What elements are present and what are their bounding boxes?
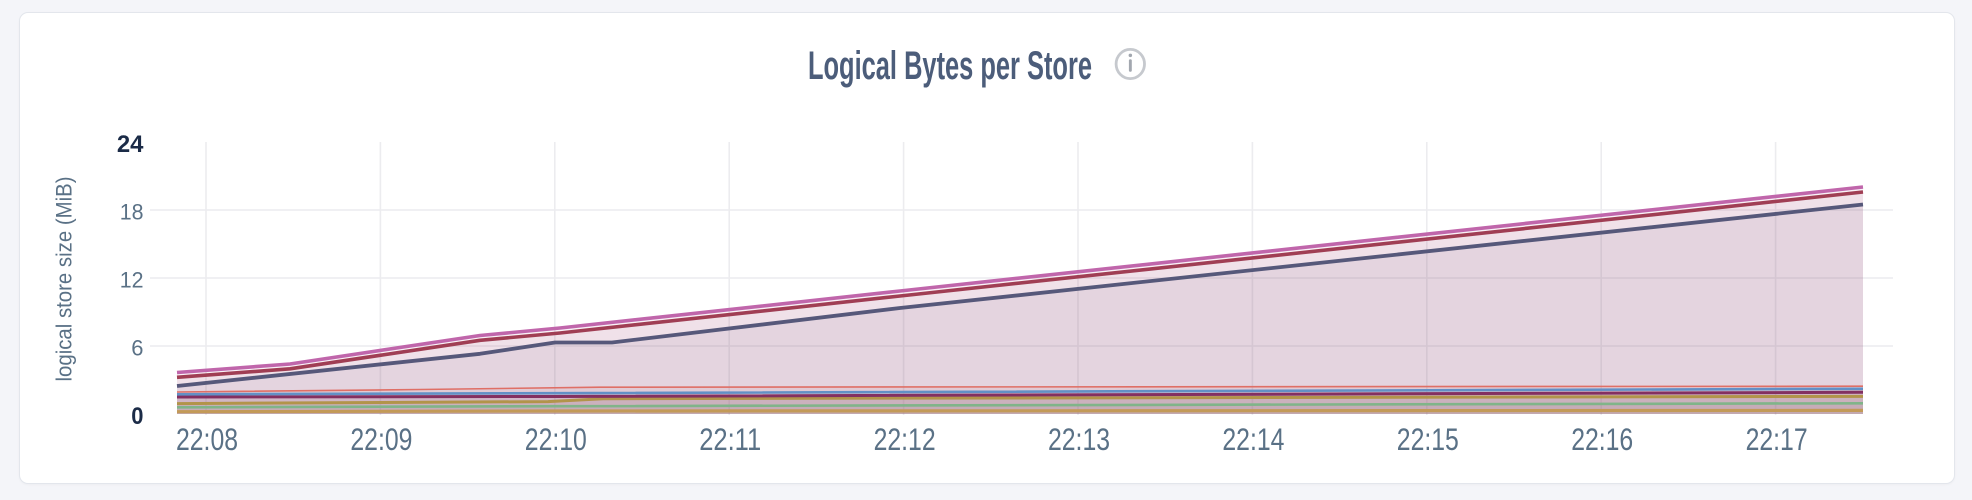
svg-text:22:14: 22:14 xyxy=(1222,421,1284,457)
svg-text:22:15: 22:15 xyxy=(1397,421,1459,457)
svg-text:Logical Bytes per Store: Logical Bytes per Store xyxy=(808,44,1092,88)
svg-text:22:11: 22:11 xyxy=(699,421,761,457)
svg-text:logical store size (MiB): logical store size (MiB) xyxy=(52,177,77,382)
svg-text:22:08: 22:08 xyxy=(176,421,238,457)
svg-text:22:17: 22:17 xyxy=(1746,421,1808,457)
svg-text:22:09: 22:09 xyxy=(350,421,412,457)
svg-text:22:13: 22:13 xyxy=(1048,421,1110,457)
svg-text:12: 12 xyxy=(120,268,144,293)
svg-text:6: 6 xyxy=(131,336,143,361)
svg-text:22:10: 22:10 xyxy=(525,421,587,457)
svg-text:22:12: 22:12 xyxy=(874,421,936,457)
svg-text:22:16: 22:16 xyxy=(1571,421,1633,457)
svg-text:24: 24 xyxy=(117,131,144,158)
svg-text:0: 0 xyxy=(131,403,143,430)
svg-text:18: 18 xyxy=(120,200,144,225)
